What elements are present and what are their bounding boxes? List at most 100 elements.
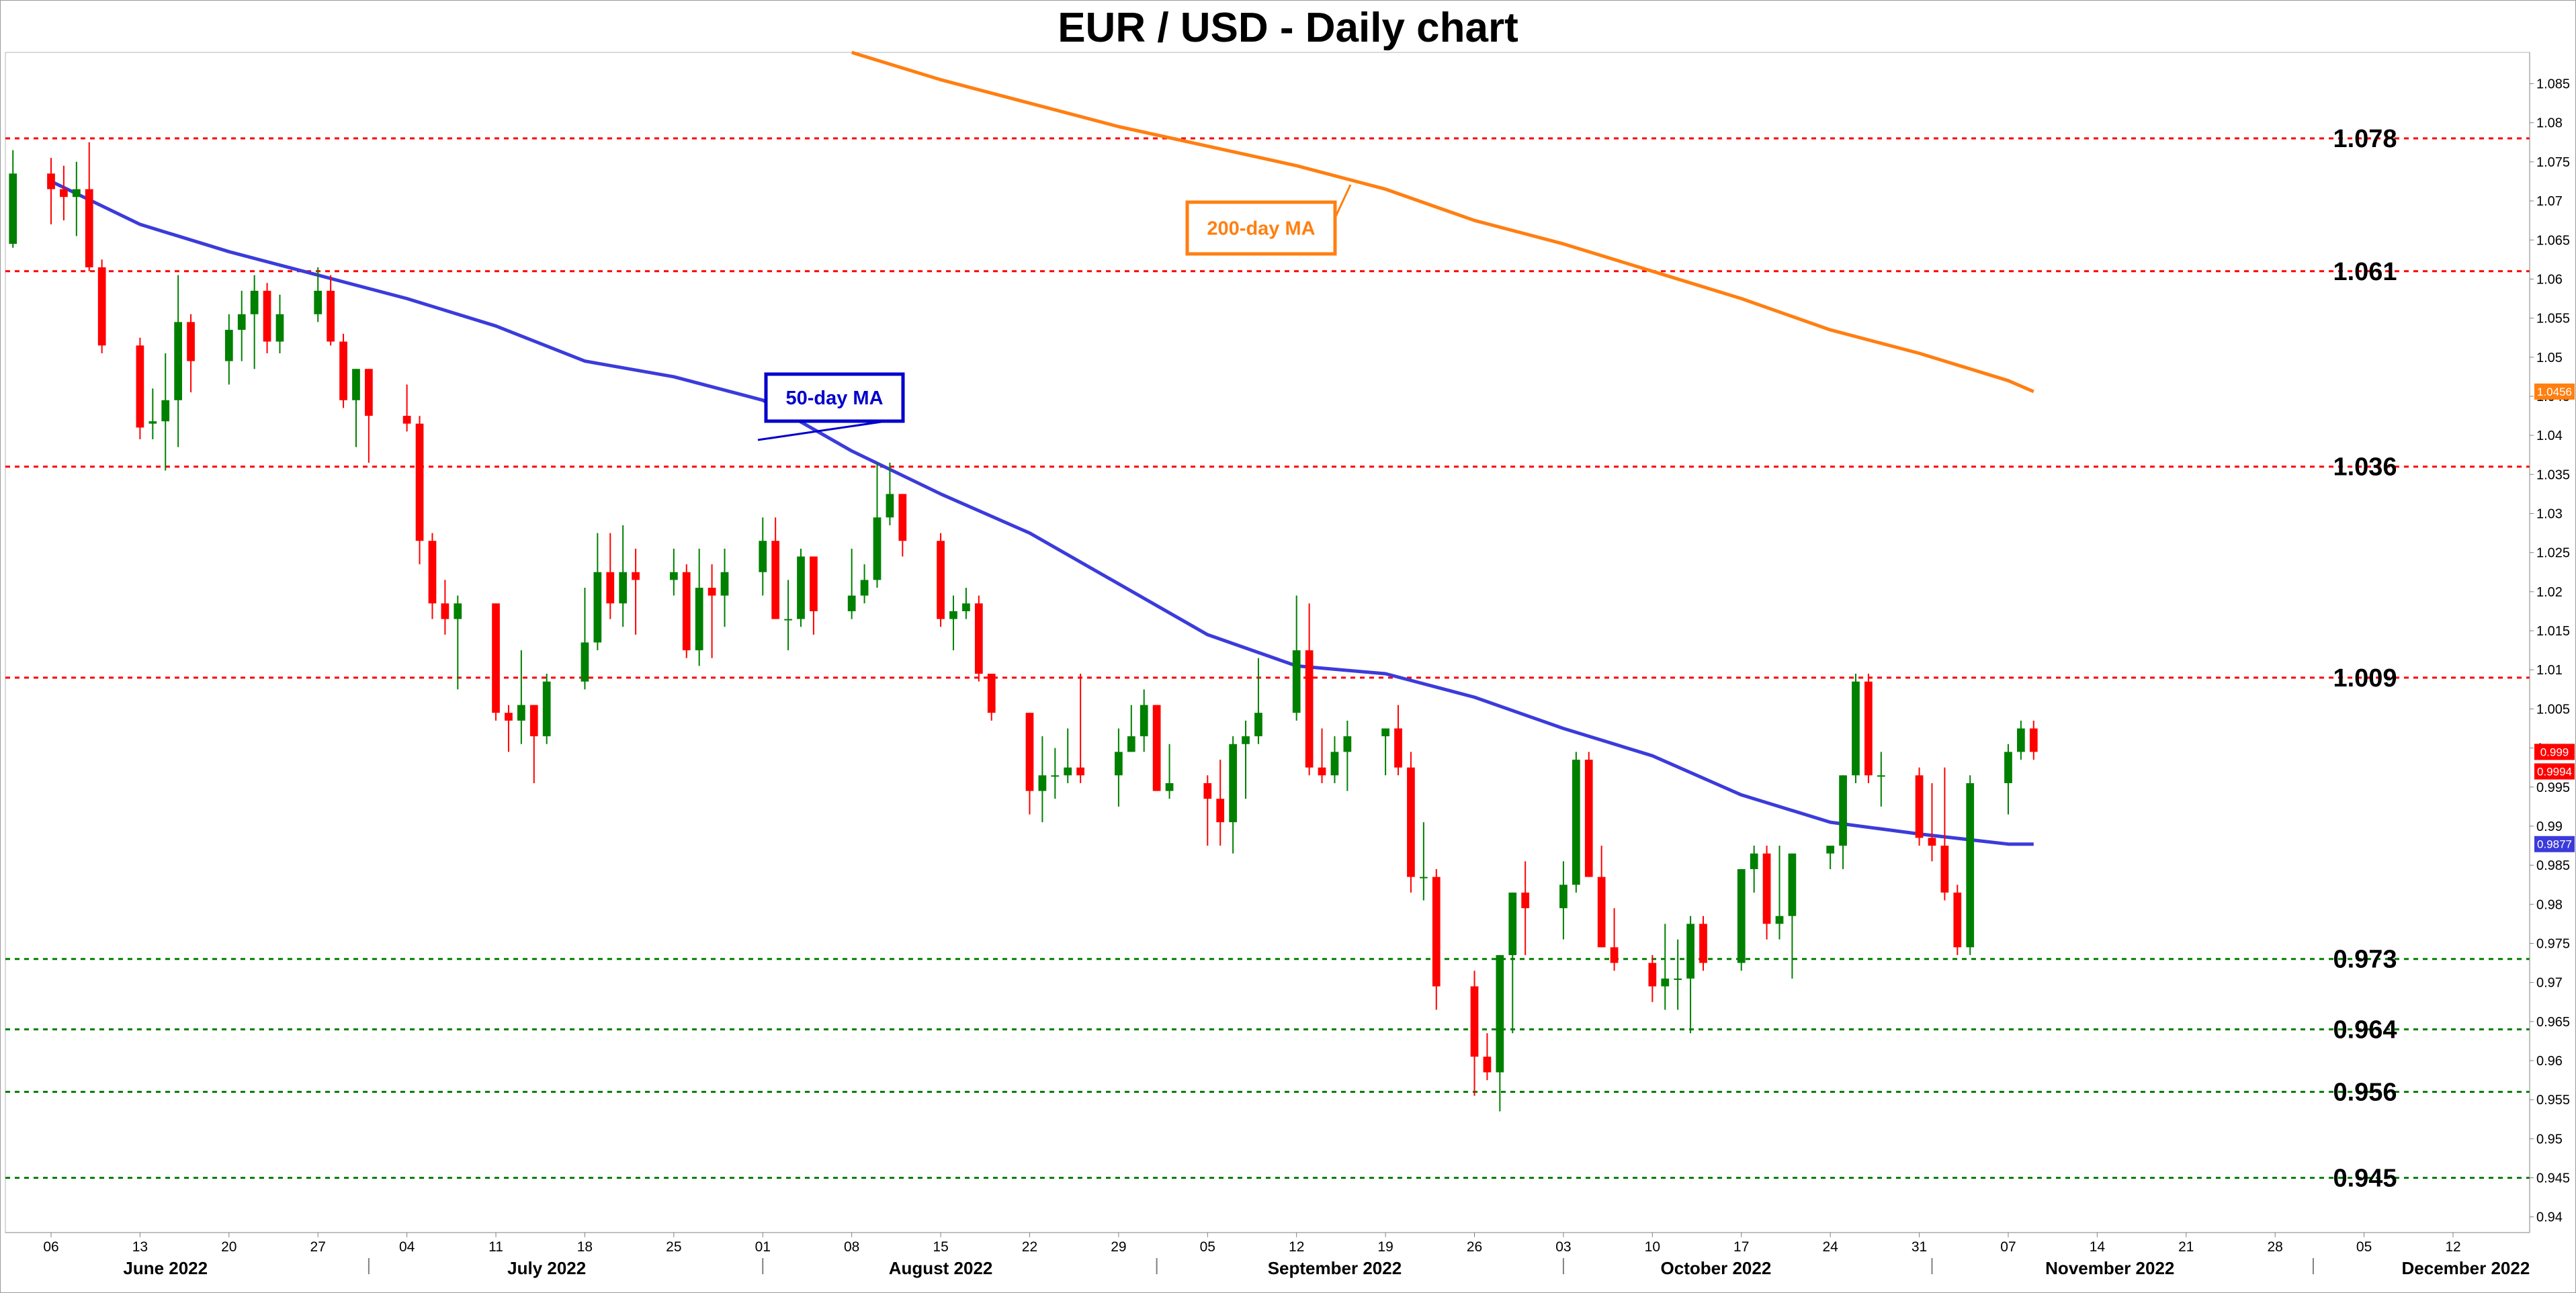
candle-body xyxy=(1051,775,1060,777)
candle-body xyxy=(886,494,894,518)
candle-body xyxy=(441,603,449,619)
candle-body xyxy=(1203,783,1212,799)
candle xyxy=(581,588,589,690)
candle xyxy=(505,705,513,752)
level-label: 0.964 xyxy=(2333,1016,2397,1044)
candle-body xyxy=(85,189,93,267)
candle-body xyxy=(517,705,525,721)
candle xyxy=(454,595,462,690)
candle-body xyxy=(1826,846,1835,854)
candle xyxy=(1508,892,1517,1034)
candle xyxy=(85,142,93,271)
x-tick-label: 31 xyxy=(1912,1239,1927,1255)
y-tick-label: 1.055 xyxy=(2536,312,2570,326)
candle xyxy=(1127,705,1135,752)
candle xyxy=(1318,728,1326,783)
candle-body xyxy=(1572,760,1580,885)
candle-body xyxy=(771,541,780,619)
candle xyxy=(47,158,55,224)
candle-body xyxy=(1966,783,1975,948)
candle xyxy=(1470,971,1479,1096)
candle xyxy=(441,580,449,635)
candle-body xyxy=(529,705,538,737)
candle-body xyxy=(136,345,144,428)
y-axis: 1.085 1.08 1.075 1.07 1.065 1.06 1.055 1.05 1.04… xyxy=(2529,52,2570,1233)
price-tag: 0.999 xyxy=(2534,744,2575,760)
candle-body xyxy=(60,189,68,197)
candle-body xyxy=(1597,877,1606,948)
candle-body xyxy=(860,580,869,596)
candle-body xyxy=(224,330,233,361)
y-tick-label: 1.03 xyxy=(2536,507,2563,522)
y-tick-label: 0.955 xyxy=(2536,1093,2570,1108)
month-label: July 2022 xyxy=(507,1258,586,1278)
candle xyxy=(415,416,424,565)
x-tick-label: 20 xyxy=(221,1239,237,1255)
candle-body xyxy=(1432,877,1441,987)
x-tick-label: 03 xyxy=(1555,1239,1571,1255)
candle xyxy=(237,290,246,361)
candle xyxy=(619,525,628,627)
candle-body xyxy=(707,588,716,596)
level-label: 0.973 xyxy=(2333,946,2397,974)
ma50-label: 50-day MA xyxy=(757,372,905,441)
candle-body xyxy=(263,290,271,342)
candle-body xyxy=(1381,728,1389,737)
candle xyxy=(1381,728,1389,776)
x-tick-label: 10 xyxy=(1645,1239,1660,1255)
candle-body xyxy=(1686,924,1694,979)
ma50-label-leader xyxy=(757,420,887,441)
y-tick-label: 0.99 xyxy=(2536,819,2563,834)
candle xyxy=(1242,720,1250,799)
month-label: June 2022 xyxy=(123,1258,208,1278)
y-tick-label: 1.075 xyxy=(2536,155,2570,170)
x-tick-label: 28 xyxy=(2268,1239,2283,1255)
candle xyxy=(987,674,996,721)
candle xyxy=(2004,744,2012,815)
candle-body xyxy=(1762,853,1771,924)
annotations-layer: 50-day MA 200-day MA 1.0456 0.999 0.9994 0.98… xyxy=(757,184,2575,852)
candle xyxy=(1496,954,1504,1112)
x-tick-label: 06 xyxy=(43,1239,58,1255)
candle-body xyxy=(1292,650,1301,713)
candle-body xyxy=(1470,986,1479,1057)
x-tick-label: 13 xyxy=(132,1239,148,1255)
candle-body xyxy=(1584,760,1593,877)
candle xyxy=(810,556,818,635)
candle xyxy=(1648,954,1657,1002)
candle xyxy=(771,517,780,619)
price-tag-label: 0.9877 xyxy=(2537,838,2572,851)
candle-body xyxy=(415,423,424,541)
price-tag-box xyxy=(2534,763,2575,780)
candle-body xyxy=(810,556,818,611)
candle-body xyxy=(72,189,81,197)
candle xyxy=(9,150,17,248)
candle-body xyxy=(1521,892,1530,909)
candle-body xyxy=(593,572,602,643)
candle-body xyxy=(682,572,691,651)
x-tick-label: 27 xyxy=(310,1239,326,1255)
candle-body xyxy=(97,267,106,346)
candle xyxy=(1864,674,1873,783)
candle xyxy=(314,267,323,322)
y-tick-label: 1.025 xyxy=(2536,546,2570,561)
candle-body xyxy=(1216,799,1225,823)
candle xyxy=(1775,846,1784,940)
candle-body xyxy=(987,674,996,713)
y-tick-label: 0.975 xyxy=(2536,936,2570,951)
candle xyxy=(1076,674,1085,783)
month-label: August 2022 xyxy=(889,1258,993,1278)
candle xyxy=(1584,752,1593,877)
level-label: 0.945 xyxy=(2333,1165,2397,1193)
candle xyxy=(1483,1033,1492,1081)
candle xyxy=(1165,744,1174,799)
candle xyxy=(1025,713,1034,815)
candle-body xyxy=(962,603,970,611)
candle xyxy=(860,564,869,604)
x-tick-label: 25 xyxy=(666,1239,681,1255)
candle xyxy=(886,462,894,525)
candle xyxy=(1762,846,1771,940)
candle xyxy=(1343,720,1352,791)
levels-layer: 1.078 1.061 1.036 1.009 0.973 0.964 0.956 0.945 xyxy=(5,125,2530,1193)
